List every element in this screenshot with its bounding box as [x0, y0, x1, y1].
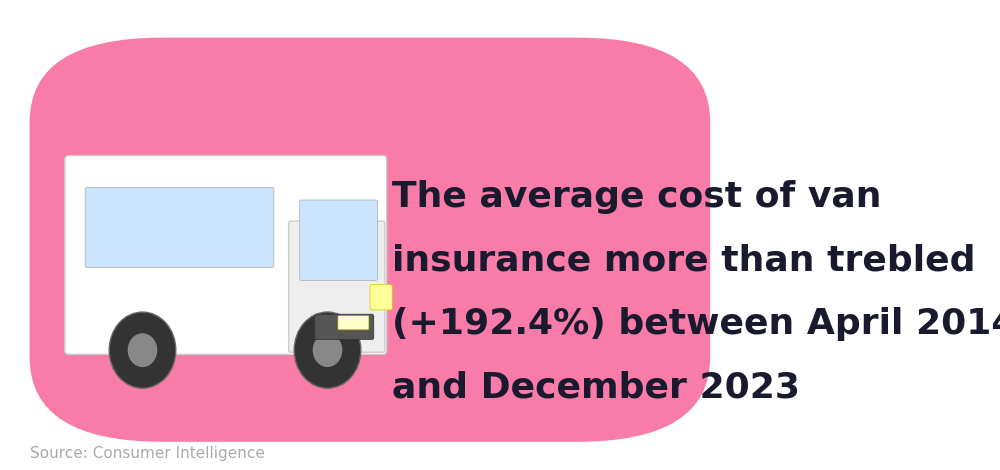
FancyBboxPatch shape	[85, 187, 274, 267]
FancyBboxPatch shape	[65, 156, 387, 354]
FancyBboxPatch shape	[370, 284, 392, 310]
Text: (+192.4%) between April 2014: (+192.4%) between April 2014	[392, 307, 1000, 341]
Text: insurance more than trebled: insurance more than trebled	[392, 244, 976, 278]
Circle shape	[294, 312, 361, 388]
FancyBboxPatch shape	[289, 221, 385, 352]
Circle shape	[109, 312, 176, 388]
Text: Source: Consumer Intelligence: Source: Consumer Intelligence	[30, 446, 264, 461]
Text: and December 2023: and December 2023	[392, 371, 800, 405]
Circle shape	[313, 333, 342, 367]
Text: The average cost of van: The average cost of van	[392, 180, 882, 214]
FancyBboxPatch shape	[300, 200, 377, 280]
Circle shape	[128, 333, 157, 367]
FancyBboxPatch shape	[338, 315, 369, 330]
FancyBboxPatch shape	[315, 314, 374, 339]
FancyBboxPatch shape	[30, 38, 710, 442]
